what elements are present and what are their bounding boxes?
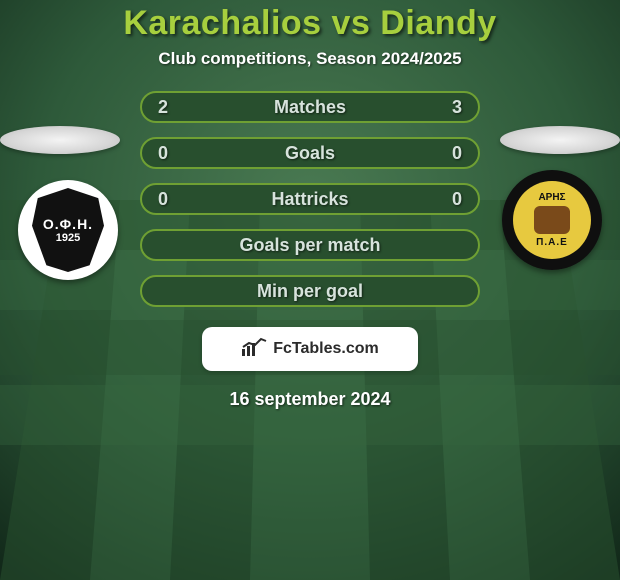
stats-container: 2 Matches 3 0 Goals 0 0 Hattricks 0 Goal… (140, 91, 480, 307)
date-text: 16 september 2024 (229, 389, 390, 410)
watermark-badge: FcTables.com (202, 327, 418, 371)
watermark-text: FcTables.com (273, 340, 379, 358)
stat-row-min-per-goal: Min per goal (140, 275, 480, 307)
stat-label: Min per goal (142, 281, 478, 302)
stat-row-goals-per-match: Goals per match (140, 229, 480, 261)
stat-right-value: 3 (452, 97, 462, 118)
stat-right-value: 0 (452, 189, 462, 210)
watermark-chart-icon (241, 337, 267, 362)
stat-row-matches: 2 Matches 3 (140, 91, 480, 123)
stat-row-goals: 0 Goals 0 (140, 137, 480, 169)
stat-left-value: 0 (158, 189, 168, 210)
stat-label: Matches (142, 97, 478, 118)
stat-label: Goals (142, 143, 478, 164)
stat-label: Goals per match (142, 235, 478, 256)
stat-right-value: 0 (452, 143, 462, 164)
stat-left-value: 0 (158, 143, 168, 164)
stat-row-hattricks: 0 Hattricks 0 (140, 183, 480, 215)
page-title: Karachalios vs Diandy (123, 4, 496, 43)
subtitle: Club competitions, Season 2024/2025 (158, 49, 461, 69)
stat-left-value: 2 (158, 97, 168, 118)
stat-label: Hattricks (142, 189, 478, 210)
